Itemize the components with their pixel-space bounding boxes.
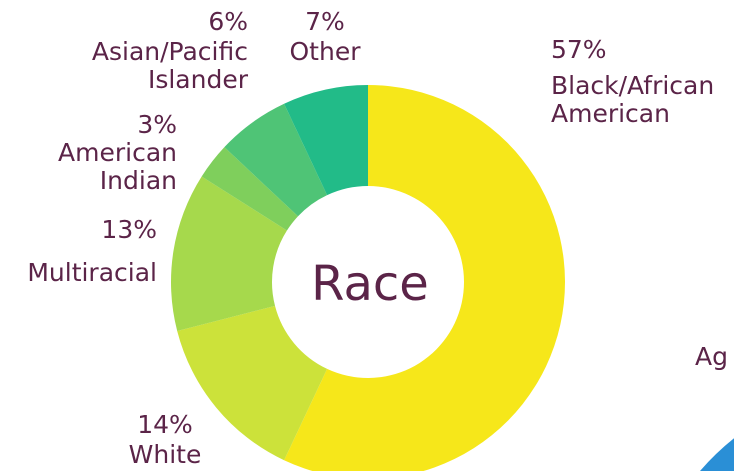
category-label-box: Multiracial <box>0 259 157 287</box>
value-label: 6% <box>208 7 248 36</box>
category-label: Black/African American <box>551 71 715 128</box>
value-label-box: 3% <box>0 111 177 139</box>
category-label: Asian/Pacific Islander <box>91 37 248 94</box>
category-label: Multiracial <box>27 258 157 287</box>
donut-segment <box>224 103 328 217</box>
category-label-box: White <box>110 441 220 469</box>
category-label-box: American Indian <box>0 139 177 195</box>
value-label: 7% <box>305 7 345 36</box>
donut-segment <box>177 305 328 461</box>
category-label: Other <box>289 37 361 66</box>
donut-segment <box>171 176 287 331</box>
donut-segment <box>284 85 368 196</box>
donut-segment <box>284 85 565 471</box>
value-label: 13% <box>101 215 157 244</box>
next-chart-edge <box>700 438 734 471</box>
next-chart-label: Ag <box>695 342 728 371</box>
value-label-box: 7% <box>270 8 380 36</box>
value-label: 57% <box>551 35 607 64</box>
category-label-box: Black/African American <box>551 72 714 128</box>
donut-segment <box>201 147 299 231</box>
category-label: White <box>128 440 202 469</box>
value-label: 14% <box>137 410 193 439</box>
value-label: 3% <box>137 110 177 139</box>
category-label-box: Asian/Pacific Islander <box>0 38 248 94</box>
value-label-box: 13% <box>0 216 157 244</box>
category-label: American Indian <box>58 138 177 195</box>
value-label-box: 14% <box>110 411 220 439</box>
value-label-box: 57% <box>551 36 607 64</box>
value-label-box: 6% <box>0 8 248 36</box>
category-label-box: Other <box>270 38 380 66</box>
center-label: Race <box>311 256 429 312</box>
